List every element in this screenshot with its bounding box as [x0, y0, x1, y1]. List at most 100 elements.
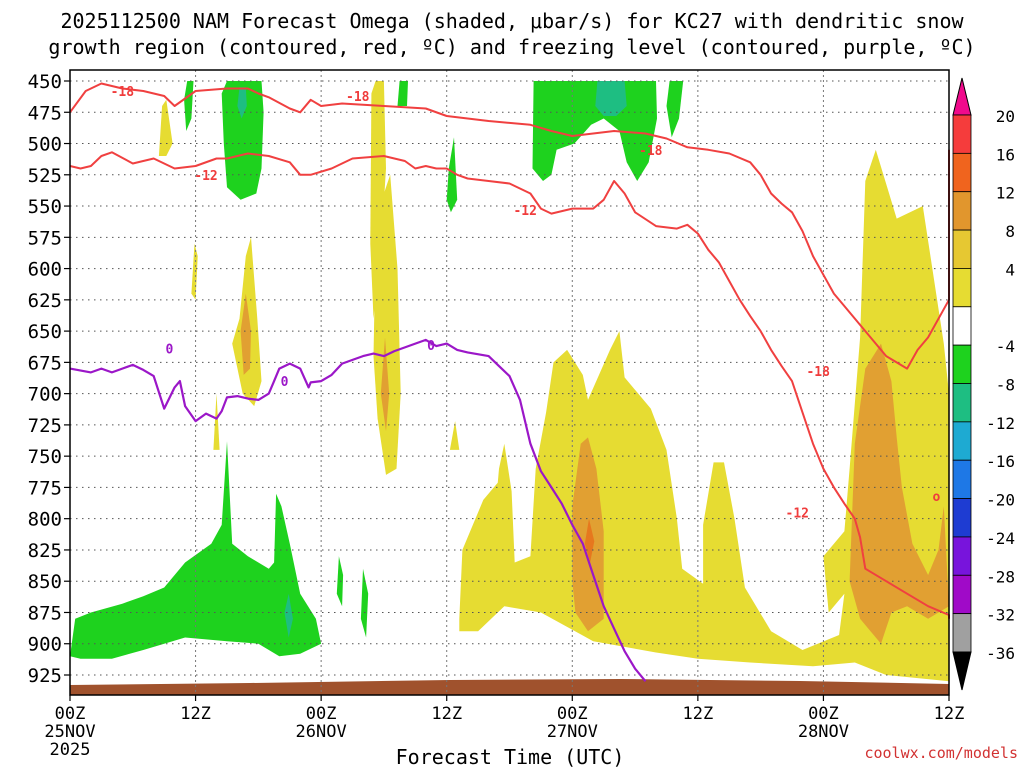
y-tick-label-525: 525	[28, 165, 62, 187]
omega-region-sink-small-2	[213, 393, 220, 450]
contour-labels: -18 -12 0 0 0 -12 -18 -18 -18 -12 o	[111, 85, 941, 521]
colorbar-label-5: -4	[996, 337, 1015, 356]
colorbar-label-10: -24	[986, 529, 1015, 548]
colorbar-band-2	[952, 191, 972, 231]
colorbar-label-0: 20	[996, 107, 1015, 126]
y-tick-label-800: 800	[28, 509, 62, 531]
omega-region-rise-upper-mid	[221, 81, 264, 200]
y-tick-label-450: 450	[28, 71, 62, 93]
colorbar-label-1: 16	[996, 145, 1015, 164]
contour-label-5: -18	[346, 90, 370, 105]
colorbar-label-8: -16	[986, 452, 1015, 471]
colorbar-band-10	[952, 498, 972, 538]
colorbar-label-4: 4	[1005, 260, 1015, 279]
colorbar-band-8	[952, 421, 972, 461]
colorbar-band-11	[952, 536, 972, 576]
omega-region-sink-fringe-right	[933, 466, 942, 550]
x-tick-label-84: 12Z	[934, 704, 965, 724]
colorbar-band-12	[952, 574, 972, 615]
y-tick-label-500: 500	[28, 134, 62, 156]
colorbar-band-9	[952, 459, 972, 499]
colorbar-label-13: -36	[986, 644, 1015, 663]
x-tick-label-12: 12Z	[180, 704, 211, 724]
omega-region-rise-lowlevel-west	[70, 441, 322, 659]
surface-terrain	[70, 679, 949, 695]
omega-region-sink-left-streak-b-core	[380, 337, 390, 432]
y-tick-label-850: 850	[28, 571, 62, 593]
colorbar-band-4	[952, 268, 972, 308]
colorbar-band-0	[952, 114, 972, 154]
omega-region-sink-small-3	[449, 421, 460, 450]
y-tick-label-775: 775	[28, 477, 62, 499]
watermark: coolwx.com/models	[864, 744, 1018, 762]
colorbar-band-13	[952, 613, 972, 653]
x-tick-date-48: 27NOV	[547, 722, 598, 742]
dgz-label-0: -18	[111, 85, 135, 100]
colorbar-band-5	[952, 306, 972, 346]
grid-lines	[70, 70, 949, 695]
colorbar-label-7: -12	[986, 414, 1015, 433]
colorbar-band-6	[952, 344, 972, 384]
colorbar-label-3: 8	[1005, 222, 1015, 241]
colorbar-label-6: -8	[996, 376, 1015, 395]
omega-region-rise-lowlevel-core	[284, 593, 293, 638]
plot-frame	[69, 69, 950, 696]
contour-label-6: -18	[806, 365, 830, 380]
y-tick-label-550: 550	[28, 196, 62, 218]
y-tick-label-625: 625	[28, 290, 62, 312]
colorbar-label-11: -28	[986, 567, 1015, 586]
y-tick-label-700: 700	[28, 384, 62, 406]
colorbar-label-9: -20	[986, 491, 1015, 510]
dgz-contour-1	[69, 151, 950, 619]
omega-region-sink-top-mid	[370, 81, 386, 319]
ground-surface	[70, 679, 949, 695]
omega-region-sink-small-1	[191, 243, 198, 300]
x-tick-label-48: 00Z	[557, 704, 588, 724]
x-tick-label-24: 00Z	[306, 704, 337, 724]
x-tick-year-0: 2025	[50, 740, 91, 760]
omega-region-rise-upper-east-core	[595, 81, 627, 116]
y-tick-label-475: 475	[28, 102, 62, 124]
contour-label-3: -12	[513, 204, 536, 219]
x-axis-title: Forecast Time (UTC)	[396, 745, 625, 768]
contour-label-8: o	[933, 490, 941, 505]
title-line-1: 2025112500 NAM Forecast Omega (shaded, μ…	[60, 9, 964, 33]
omega-region-rise-patch-1	[75, 618, 93, 650]
omega-region-sink-right-orange	[849, 343, 949, 644]
contour-label-1: 0	[281, 375, 289, 390]
x-tick-label-72: 00Z	[808, 704, 839, 724]
x-tick-label-36: 12Z	[431, 704, 462, 724]
colorbar-bottom-arrow	[952, 651, 972, 691]
y-tick-label-925: 925	[28, 665, 62, 687]
x-tick-date-24: 26NOV	[296, 722, 347, 742]
title-line-2: growth region (contoured, red, ºC) and f…	[48, 35, 975, 59]
y-tick-label-900: 900	[28, 634, 62, 656]
contour-label-4: -18	[639, 144, 663, 159]
colorbar-band-3	[952, 229, 972, 269]
y-tick-label-675: 675	[28, 352, 62, 374]
y-tick-label-600: 600	[28, 259, 62, 281]
y-axis-ticks: 450 475 500 525 550 575 600 625 650 675 700 725 750 7…	[28, 71, 70, 687]
colorbar-band-7	[952, 383, 972, 423]
omega-region-sink-left-streak-a-core	[240, 293, 251, 375]
contour-lines	[69, 82, 950, 683]
x-tick-label-60: 12Z	[682, 704, 713, 724]
x-tick-label-0: 00Z	[55, 704, 86, 724]
dgz-contour-0	[69, 82, 950, 370]
dgz-label-1: -12	[194, 169, 217, 184]
y-tick-label-575: 575	[28, 227, 62, 249]
y-tick-label-650: 650	[28, 321, 62, 343]
y-tick-label-750: 750	[28, 446, 62, 468]
omega-region-rise-patch-3	[360, 568, 369, 638]
omega-shading	[70, 81, 949, 682]
colorbar-label-2: 12	[996, 184, 1015, 203]
colorbar-label-12: -32	[986, 606, 1015, 625]
contour-label-7: -12	[786, 506, 809, 521]
x-tick-date-0: 25NOV	[44, 722, 95, 742]
omega-region-rise-upper-mid-core	[237, 87, 247, 119]
x-tick-date-72: 28NOV	[798, 722, 849, 742]
omega-region-rise-patch-2	[336, 556, 344, 607]
